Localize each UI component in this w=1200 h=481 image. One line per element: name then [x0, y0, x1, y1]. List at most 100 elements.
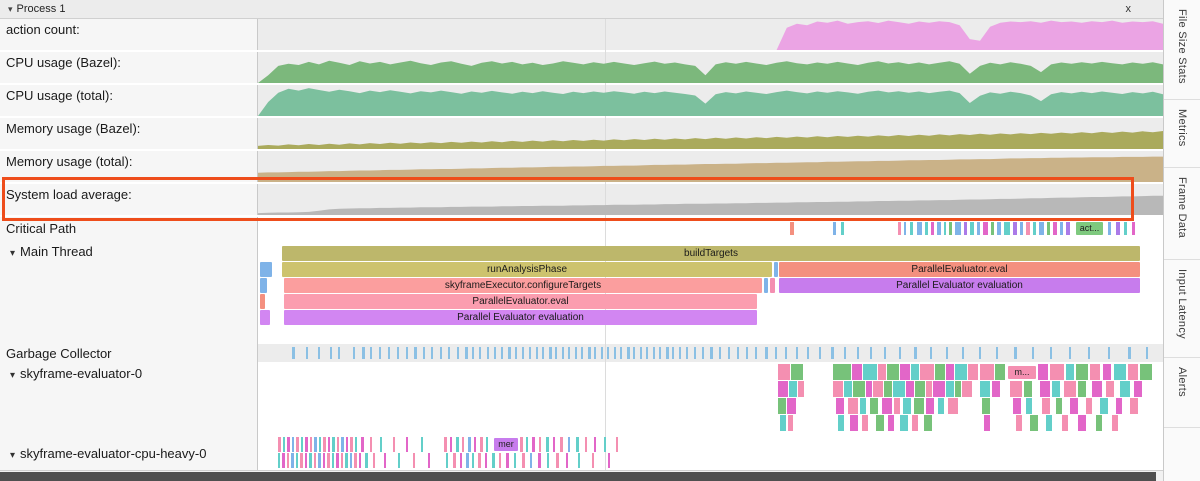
evaluator-slice[interactable]: [789, 381, 797, 397]
critical-path-event[interactable]: [833, 222, 836, 235]
evaluator-slice[interactable]: [948, 398, 958, 414]
cpu-heavy-slice[interactable]: [361, 437, 364, 452]
cpu-heavy-slice[interactable]: [460, 453, 462, 468]
cpu-heavy-slice[interactable]: [355, 437, 357, 452]
critical-path-event[interactable]: [937, 222, 941, 235]
critical-path-slice[interactable]: act...: [1076, 222, 1103, 235]
gc-event[interactable]: [694, 347, 696, 359]
counter-chart-area[interactable]: [258, 118, 1163, 149]
gc-event[interactable]: [542, 347, 544, 359]
gc-event[interactable]: [581, 347, 583, 359]
gc-event[interactable]: [568, 347, 570, 359]
gc-event[interactable]: [884, 347, 886, 359]
cpu-heavy-slice[interactable]: [296, 453, 298, 468]
critical-path-event[interactable]: [904, 222, 906, 235]
gc-event[interactable]: [1014, 347, 1017, 359]
cpu-heavy-slice[interactable]: [485, 453, 487, 468]
gc-event[interactable]: [529, 347, 531, 359]
cpu-heavy-slice[interactable]: [345, 453, 348, 468]
evaluator-slice[interactable]: [798, 381, 804, 397]
evaluator-slice[interactable]: [926, 398, 934, 414]
evaluator-slice[interactable]: [1100, 398, 1108, 414]
trace-slice[interactable]: skyframeExecutor.configureTargets: [284, 278, 762, 293]
cpu-heavy-slice[interactable]: [566, 453, 568, 468]
gc-event[interactable]: [996, 347, 998, 359]
critical-path-event[interactable]: [917, 222, 922, 235]
gc-event[interactable]: [457, 347, 459, 359]
cpu-heavy-slice[interactable]: [480, 437, 483, 452]
evaluator-slice[interactable]: [984, 415, 990, 431]
cpu-heavy-slice[interactable]: [301, 437, 303, 452]
trace-slice[interactable]: [260, 310, 270, 325]
gc-event[interactable]: [501, 347, 503, 359]
cpu-heavy-slice[interactable]: [466, 453, 469, 468]
collapse-arrow-icon[interactable]: ▾: [10, 450, 16, 461]
cpu-heavy-slice[interactable]: [341, 453, 343, 468]
gc-event[interactable]: [588, 347, 591, 359]
cpu-heavy-slice[interactable]: [578, 453, 580, 468]
critical-path-event[interactable]: [949, 222, 952, 235]
memory-usage-bazel-chart[interactable]: [258, 118, 1163, 149]
cpu-heavy-slice[interactable]: [291, 453, 294, 468]
critical-path-event[interactable]: [841, 222, 844, 235]
cpu-heavy-slice[interactable]: [380, 437, 382, 452]
trace-slice[interactable]: ParallelEvaluator.eval: [779, 262, 1140, 277]
gc-event[interactable]: [702, 347, 704, 359]
trace-slice[interactable]: [764, 278, 768, 293]
cpu-heavy-slice[interactable]: [292, 437, 294, 452]
gc-event[interactable]: [899, 347, 901, 359]
evaluator-slice[interactable]: [778, 381, 788, 397]
cpu-heavy-slice[interactable]: [585, 437, 587, 452]
gc-event[interactable]: [710, 347, 713, 359]
gc-event[interactable]: [330, 347, 332, 359]
garbage-collector-events-area[interactable]: [258, 344, 1163, 362]
critical-path-event[interactable]: [1020, 222, 1023, 235]
gc-event[interactable]: [549, 347, 552, 359]
trace-slice[interactable]: [260, 278, 267, 293]
cpu-heavy-slice[interactable]: [406, 437, 408, 452]
gc-event[interactable]: [1108, 347, 1110, 359]
trace-slice[interactable]: [770, 278, 775, 293]
gc-event[interactable]: [914, 347, 917, 359]
gc-event[interactable]: [388, 347, 390, 359]
critical-path-event[interactable]: [983, 222, 988, 235]
evaluator-slice[interactable]: [926, 381, 932, 397]
gc-event[interactable]: [472, 347, 474, 359]
cpu-heavy-slice[interactable]: [354, 453, 357, 468]
counter-chart-area[interactable]: [258, 85, 1163, 116]
evaluator-slice[interactable]: [1128, 364, 1138, 380]
skyframe-evaluator-0-label[interactable]: ▾ skyframe-evaluator-0: [0, 362, 258, 436]
cpu-heavy-slice[interactable]: [318, 453, 321, 468]
evaluator-slice[interactable]: [833, 364, 851, 380]
cpu-heavy-slice[interactable]: [478, 453, 481, 468]
cpu-heavy-slice[interactable]: [520, 437, 523, 452]
gc-event[interactable]: [979, 347, 981, 359]
cpu-heavy-slice[interactable]: [346, 437, 348, 452]
cpu-heavy-slice[interactable]: [462, 437, 464, 452]
cpu-heavy-slice[interactable]: [359, 453, 361, 468]
skyframe-evaluator-cpu-heavy-0-flamechart[interactable]: mer: [258, 436, 1163, 470]
critical-path-events-area[interactable]: act...: [258, 217, 1163, 240]
evaluator-slice[interactable]: [1046, 415, 1052, 431]
evaluator-slice[interactable]: [1112, 415, 1118, 431]
cpu-heavy-slice[interactable]: [456, 437, 459, 452]
cpu-heavy-slice[interactable]: [444, 437, 447, 452]
main-thread-label[interactable]: ▾ Main Thread: [0, 240, 258, 326]
evaluator-slice[interactable]: [1050, 364, 1064, 380]
cpu-heavy-slice[interactable]: [486, 437, 488, 452]
gc-event[interactable]: [640, 347, 642, 359]
counter-chart-area[interactable]: [258, 52, 1163, 83]
evaluator-slice[interactable]: [844, 381, 852, 397]
cpu-heavy-slice[interactable]: [506, 453, 509, 468]
critical-path-event[interactable]: [955, 222, 961, 235]
cpu-heavy-slice[interactable]: [592, 453, 594, 468]
gc-event[interactable]: [659, 347, 661, 359]
evaluator-slice[interactable]: [955, 364, 967, 380]
cpu-heavy-slice[interactable]: [398, 453, 400, 468]
evaluator-slice[interactable]: [870, 398, 878, 414]
evaluator-slice[interactable]: [900, 415, 908, 431]
gc-event[interactable]: [508, 347, 511, 359]
gc-event[interactable]: [536, 347, 538, 359]
tab-frame-data[interactable]: Frame Data: [1164, 168, 1200, 260]
memory-usage-total-chart[interactable]: [258, 151, 1163, 182]
